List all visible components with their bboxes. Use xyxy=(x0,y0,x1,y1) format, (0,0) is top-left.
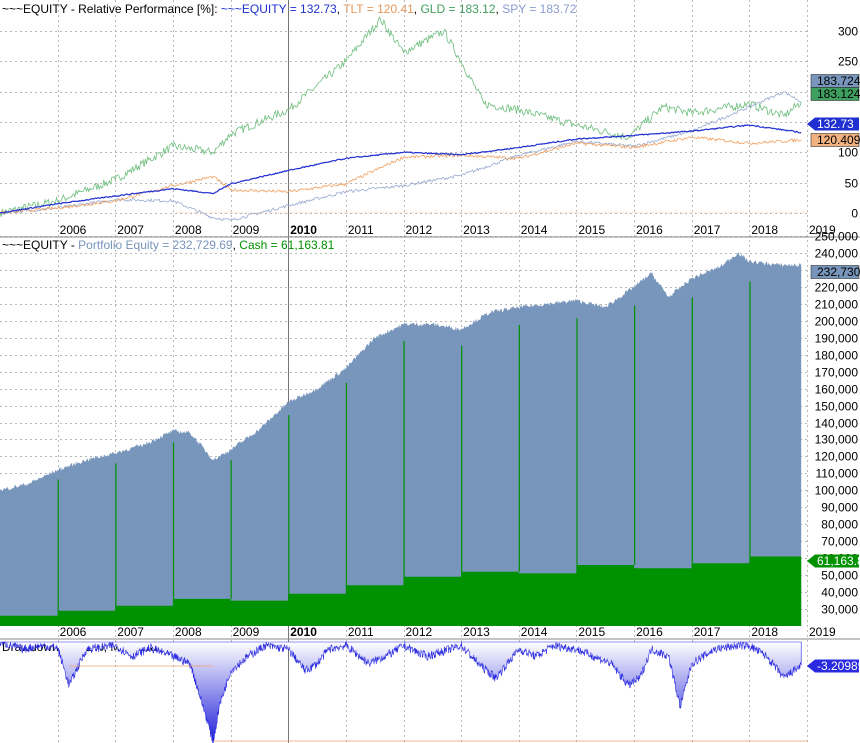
series-line-spy xyxy=(0,91,802,221)
equity-y-tick-150000: 150,000 xyxy=(815,400,859,414)
last-label-equity-bg xyxy=(807,117,859,131)
perf-y-tick-300: 300 xyxy=(838,25,858,39)
last-label-spy: 183.724 xyxy=(817,74,860,88)
perf-x-tick-2006: 2006 xyxy=(60,223,87,237)
perf-x-tick-2017: 2017 xyxy=(694,223,721,237)
perf-x-tick-2014: 2014 xyxy=(521,223,548,237)
svg-text:~~~EQUITY - Portfolio Equity =: ~~~EQUITY - Portfolio Equity = 232,729.6… xyxy=(2,238,335,252)
equity-x-tick-2015: 2015 xyxy=(578,625,605,639)
perf-header-gld: GLD = 183.12 xyxy=(420,2,495,16)
equity-x-tick-2013: 2013 xyxy=(463,625,490,639)
perf-x-tick-2013: 2013 xyxy=(463,223,490,237)
equity-y-tick-250000: 250,000 xyxy=(815,230,859,244)
equity-header-sep: , xyxy=(233,238,240,252)
svg-text:~~~EQUITY - Relative Performan: ~~~EQUITY - Relative Performance [%]: ~~… xyxy=(2,2,577,16)
series-line-gld xyxy=(0,16,802,218)
perf-x-tick-2012: 2012 xyxy=(406,223,433,237)
equity-x-tick-2019: 2019 xyxy=(809,625,836,639)
last-label-drawdown: -3.20989 xyxy=(817,659,860,673)
equity-x-tick-2009: 2009 xyxy=(233,625,260,639)
equity-header-cash: Cash = 61,163.81 xyxy=(239,238,334,252)
perf-x-tick-2015: 2015 xyxy=(578,223,605,237)
perf-y-tick-0: 0 xyxy=(851,207,858,221)
last-label-tlt-bg xyxy=(810,133,860,147)
perf-x-tick-2011: 2011 xyxy=(348,223,374,237)
perf-x-tick-2007: 2007 xyxy=(117,223,144,237)
last-label-portfolio-bg xyxy=(810,265,860,279)
equity-x-tick-2011: 2011 xyxy=(348,625,374,639)
equity-x-tick-2016: 2016 xyxy=(636,625,663,639)
equity-y-tick-40000: 40,000 xyxy=(821,586,858,600)
perf-x-tick-2008: 2008 xyxy=(175,223,202,237)
last-label-equity: 132.73 xyxy=(817,117,854,131)
perf-x-tick-2009: 2009 xyxy=(233,223,260,237)
perf-x-tick-2018: 2018 xyxy=(751,223,778,237)
equity-y-tick-80000: 80,000 xyxy=(821,518,858,532)
equity-x-tick-2010: 2010 xyxy=(290,625,317,639)
equity-y-tick-170000: 170,000 xyxy=(815,366,859,380)
last-label-gld-bg xyxy=(810,87,860,101)
perf-x-tick-2010: 2010 xyxy=(290,223,317,237)
last-label-drawdown-bg xyxy=(807,659,859,673)
perf-header-tlt: TLT = 120.41 xyxy=(343,2,414,16)
cash-area xyxy=(0,556,802,626)
perf-x-tick-2016: 2016 xyxy=(636,223,663,237)
portfolio-equity-area xyxy=(0,252,802,626)
perf-y-tick-50: 50 xyxy=(845,177,859,191)
equity-y-tick-200000: 200,000 xyxy=(815,315,859,329)
equity-x-tick-2008: 2008 xyxy=(175,625,202,639)
last-label-cash: 61,163.8 xyxy=(817,554,860,568)
series-line-equity xyxy=(0,124,802,214)
equity-y-tick-240000: 240,000 xyxy=(815,247,859,261)
last-label-tlt: 120.409 xyxy=(817,133,860,147)
equity-y-tick-90000: 90,000 xyxy=(821,501,858,515)
perf-header-sep3: , xyxy=(496,2,503,16)
equity-y-tick-50000: 50,000 xyxy=(821,569,858,583)
last-label-portfolio: 232,730 xyxy=(817,265,860,279)
perf-header-spy: SPY = 183.72 xyxy=(502,2,577,16)
equity-y-tick-210000: 210,000 xyxy=(815,298,859,312)
equity-y-tick-70000: 70,000 xyxy=(821,535,858,549)
perf-header-sep1: , xyxy=(337,2,343,16)
equity-x-tick-2006: 2006 xyxy=(60,625,87,639)
perf-header-equity: ~~~EQUITY = 132.73 xyxy=(221,2,337,16)
equity-x-tick-2007: 2007 xyxy=(117,625,144,639)
equity-y-tick-120000: 120,000 xyxy=(815,450,859,464)
equity-y-tick-160000: 160,000 xyxy=(815,383,859,397)
perf-y-tick-100: 100 xyxy=(838,146,858,160)
series-line-tlt xyxy=(0,136,802,215)
last-label-cash-bg xyxy=(807,554,859,568)
equity-x-tick-2018: 2018 xyxy=(751,625,778,639)
equity-y-tick-130000: 130,000 xyxy=(815,433,859,447)
equity-x-tick-2012: 2012 xyxy=(406,625,433,639)
equity-header-prefix: ~~~EQUITY - xyxy=(2,238,78,252)
equity-y-tick-140000: 140,000 xyxy=(815,417,859,431)
equity-x-tick-2017: 2017 xyxy=(694,625,721,639)
perf-header-prefix: ~~~EQUITY - Relative Performance [%]: xyxy=(2,2,221,16)
equity-header-portfolio: Portfolio Equity = 232,729.69 xyxy=(78,238,233,252)
equity-y-tick-180000: 180,000 xyxy=(815,349,859,363)
equity-y-tick-110000: 110,000 xyxy=(816,467,859,481)
equity-y-tick-100000: 100,000 xyxy=(815,484,859,498)
perf-y-tick-250: 250 xyxy=(838,55,858,69)
equity-x-tick-2014: 2014 xyxy=(521,625,548,639)
equity-y-tick-30000: 30,000 xyxy=(821,603,858,617)
drawdown-area xyxy=(0,640,802,743)
perf-header-sep2: , xyxy=(414,2,421,16)
equity-y-tick-190000: 190,000 xyxy=(815,332,859,346)
equity-y-tick-220000: 220,000 xyxy=(815,281,859,295)
perf-x-tick-2019: 2019 xyxy=(809,223,836,237)
last-label-gld: 183.124 xyxy=(817,87,860,101)
